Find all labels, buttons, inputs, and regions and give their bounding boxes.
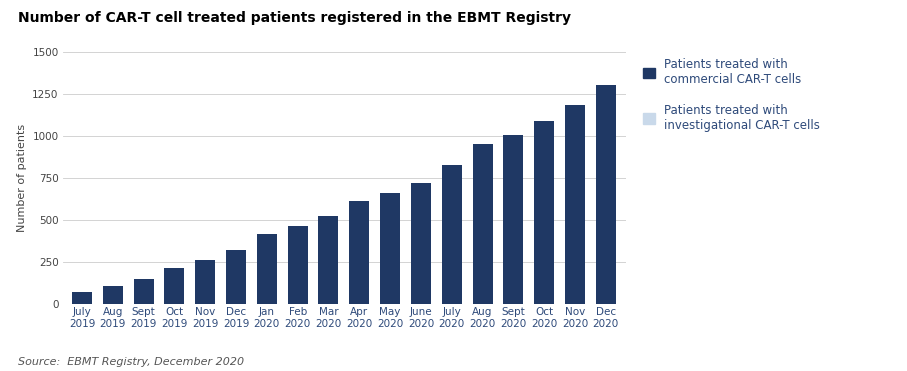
Bar [380, 193, 400, 304]
Bar [72, 300, 92, 304]
Bar [102, 298, 122, 304]
Legend: Patients treated with
commercial CAR-T cells, Patients treated with
investigatio: Patients treated with commercial CAR-T c… [643, 58, 820, 132]
Bar [257, 288, 277, 304]
Bar [318, 216, 338, 304]
Bar [534, 276, 554, 304]
Bar [349, 201, 369, 304]
Text: Source:  EBMT Registry, December 2020: Source: EBMT Registry, December 2020 [18, 357, 244, 367]
Bar [473, 144, 493, 304]
Bar [195, 260, 215, 304]
Bar [133, 296, 153, 304]
Bar [596, 85, 616, 304]
Bar [133, 279, 153, 304]
Bar [318, 286, 338, 304]
Bar [164, 268, 184, 304]
Bar [226, 250, 246, 304]
Bar [503, 135, 523, 304]
Bar [349, 284, 369, 304]
Bar [503, 276, 523, 304]
Text: Number of CAR-T cell treated patients registered in the EBMT Registry: Number of CAR-T cell treated patients re… [18, 11, 571, 25]
Bar [257, 234, 277, 304]
Y-axis label: Number of patients: Number of patients [16, 124, 26, 232]
Bar [164, 292, 184, 304]
Bar [442, 165, 462, 304]
Bar [565, 105, 585, 304]
Bar [102, 286, 122, 304]
Bar [72, 292, 92, 304]
Bar [442, 280, 462, 304]
Bar [596, 264, 616, 304]
Bar [411, 281, 431, 304]
Bar [380, 282, 400, 304]
Bar [288, 226, 307, 304]
Bar [195, 290, 215, 304]
Bar [534, 121, 554, 304]
Bar [226, 288, 246, 304]
Bar [565, 270, 585, 304]
Bar [411, 183, 431, 304]
Bar [473, 278, 493, 304]
Bar [288, 286, 307, 304]
